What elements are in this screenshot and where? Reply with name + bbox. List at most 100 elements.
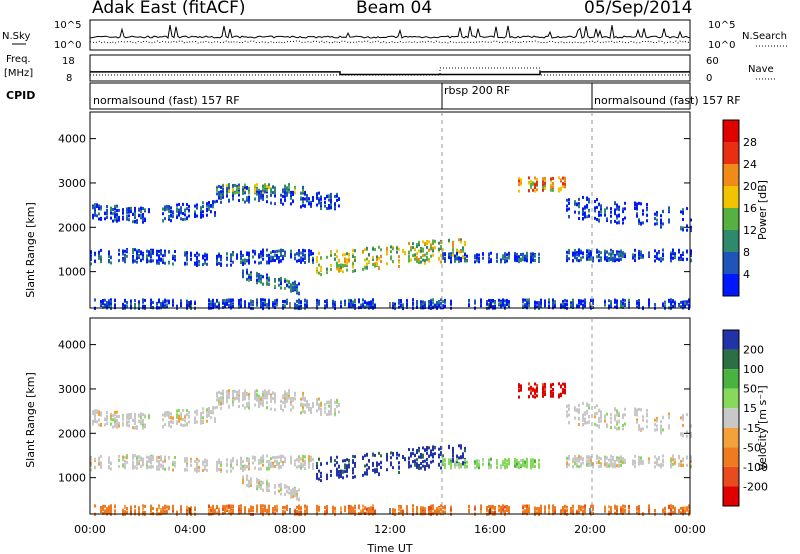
power-cell [440,260,442,264]
power-cell [440,245,442,249]
velocity-cell [300,507,302,510]
velocity-cell [180,412,182,416]
velocity-cell [248,511,250,515]
power-cell [130,299,132,303]
velocity-cell [222,507,224,511]
power-cell [416,252,418,256]
power-cell [158,249,160,253]
power-cell [628,305,630,309]
power-cell [424,253,426,257]
power-cell [646,213,648,217]
power-cell [600,208,602,212]
power-cell [230,302,232,306]
power-cell [394,302,396,306]
velocity-cell [406,507,408,511]
power-cell [268,278,270,282]
velocity-cell [220,391,222,395]
power-cell [250,275,252,279]
power-cell [188,301,190,305]
velocity-cell [164,414,166,418]
power-cell [566,256,568,260]
power-cell [380,259,382,263]
power-cell [526,300,528,304]
velocity-cell [90,457,92,461]
velocity-cell [278,466,280,469]
power-cell [618,220,620,224]
velocity-cell [232,456,234,460]
power-cell [386,247,388,251]
velocity-cell [372,468,374,472]
velocity-cell [258,481,260,485]
power-cell [146,256,148,260]
power-cell [488,252,490,256]
power-cell [408,256,410,260]
power-cell [432,253,434,257]
velocity-cell [108,510,110,514]
power-cell [248,305,250,309]
velocity-cell [500,511,502,515]
velocity-cell [166,505,168,509]
power-cell [260,261,262,265]
power-cell [342,270,344,274]
power-cell [620,254,622,258]
velocity-cell [380,454,382,458]
power-cell [638,201,640,205]
velocity-cell [450,507,452,511]
velocity-cell [326,509,328,513]
velocity-cell [462,455,464,459]
power-cell [142,256,144,260]
velocity-cell [250,479,252,483]
velocity-cell [266,391,268,394]
power-cell [366,305,368,308]
power-cell [422,254,424,258]
power-cell [198,263,200,267]
power-cell [440,247,442,250]
velocity-cell [340,472,342,475]
power-cell [584,205,586,209]
power-cell [262,197,264,201]
velocity-cell [374,509,376,513]
velocity-cell [518,464,520,468]
power-cell [290,289,292,293]
velocity-cell [300,411,302,415]
power-cell [168,215,170,219]
power-cell [162,254,164,258]
power-cell [108,304,110,308]
power-cell [292,286,294,290]
velocity-cell [346,458,348,462]
power-cell [550,177,552,181]
power-cell [462,256,464,260]
power-cell [562,176,564,180]
power-cell [622,301,624,305]
velocity-cell [386,468,388,472]
power-cell [152,248,154,252]
power-cell [330,267,332,271]
power-cell [662,257,664,261]
velocity-cell [440,504,442,508]
power-cell [600,257,602,261]
velocity-cell [264,504,266,508]
power-cell [172,254,174,258]
velocity-cell [302,405,304,408]
velocity-cell [526,458,528,462]
power-cell [318,300,320,304]
power-cell [98,252,100,256]
power-cell [114,204,116,208]
velocity-cell [194,418,196,422]
power-cell [188,208,190,212]
power-cell [134,206,136,210]
power-cell [572,301,574,305]
power-cell [516,256,518,260]
power-cell [228,305,230,309]
velocity-cell [336,404,338,408]
power-cell [690,258,692,262]
velocity-cell [346,468,348,472]
velocity-cell [160,455,162,459]
power-cell [466,254,468,258]
velocity-cell [160,508,162,512]
velocity-cell [106,508,108,511]
velocity-cell [214,419,216,423]
power-cell [584,298,586,302]
velocity-cell [226,507,228,511]
velocity-cell [326,400,328,404]
